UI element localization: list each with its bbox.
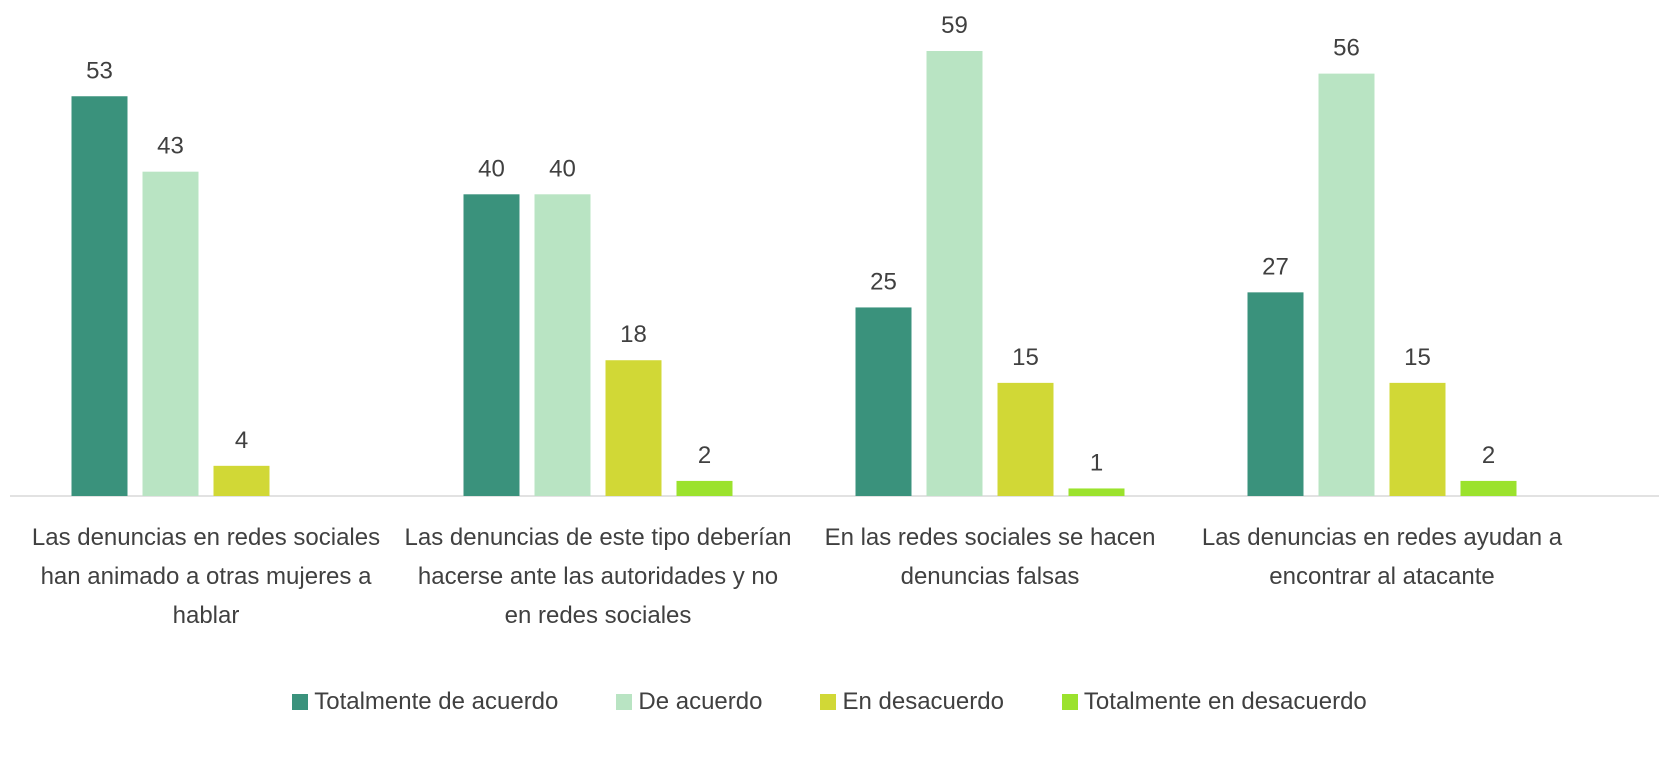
bar xyxy=(534,194,591,496)
data-label: 4 xyxy=(235,427,248,454)
data-label: 53 xyxy=(86,57,113,84)
legend-swatch xyxy=(1061,694,1078,710)
data-label: 59 xyxy=(941,12,968,39)
bar xyxy=(463,194,520,496)
bar xyxy=(1247,292,1304,496)
legend-swatch xyxy=(292,694,309,710)
x-tick-label: Las denuncias en redes sociales han anim… xyxy=(31,524,381,629)
x-tick-label: En las redes sociales se hacen denuncias… xyxy=(824,524,1156,590)
bar xyxy=(676,480,733,496)
legend-item: De acuerdo xyxy=(616,688,762,716)
bar xyxy=(1318,73,1375,496)
x-tick-label: Las denuncias de este tipo deberían hace… xyxy=(404,524,792,629)
legend: Totalmente de acuerdo De acuerdo En desacu… xyxy=(0,688,1659,716)
data-label: 15 xyxy=(1012,344,1039,371)
legend-swatch xyxy=(820,694,837,710)
legend-label: Totalmente de acuerdo xyxy=(314,688,559,715)
legend-item: Totalmente en desacuerdo xyxy=(1061,688,1367,716)
data-label: 1 xyxy=(1090,449,1103,476)
x-tick-label: Las denuncias en redes ayudan a encontra… xyxy=(1201,524,1563,590)
data-label: 18 xyxy=(620,321,647,348)
bar xyxy=(855,307,912,496)
bar xyxy=(926,51,983,496)
data-label: 40 xyxy=(478,155,505,182)
data-label: 25 xyxy=(870,268,897,295)
bar xyxy=(142,171,199,496)
data-label: 15 xyxy=(1404,344,1431,371)
data-label: 56 xyxy=(1333,35,1360,62)
bar xyxy=(71,96,128,496)
data-label: 43 xyxy=(157,133,184,160)
data-label: 2 xyxy=(1482,442,1495,469)
bar xyxy=(605,360,662,496)
bar xyxy=(997,382,1054,496)
bar xyxy=(1068,488,1125,496)
data-label: 40 xyxy=(549,155,576,182)
legend-label: De acuerdo xyxy=(638,688,763,715)
bar xyxy=(1389,382,1446,496)
legend-label: En desacuerdo xyxy=(842,688,1004,715)
bar xyxy=(1460,480,1517,496)
legend-item: En desacuerdo xyxy=(820,688,1004,716)
bar xyxy=(213,465,270,496)
legend-label: Totalmente en desacuerdo xyxy=(1083,688,1367,715)
legend-swatch xyxy=(616,694,633,710)
data-label: 27 xyxy=(1262,253,1289,280)
data-label: 2 xyxy=(698,442,711,469)
legend-item: Totalmente de acuerdo xyxy=(292,688,558,716)
